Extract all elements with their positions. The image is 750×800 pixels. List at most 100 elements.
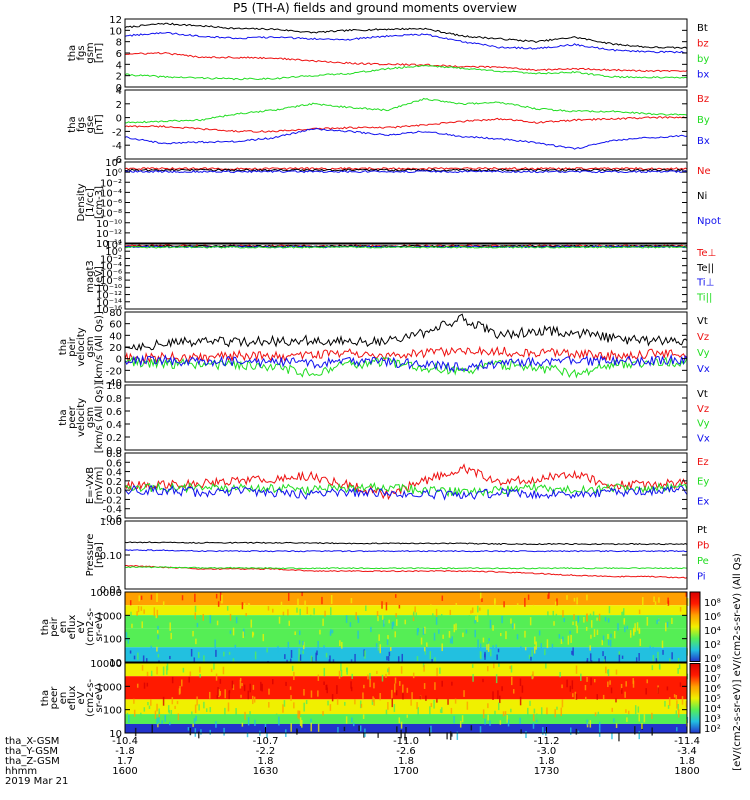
y-axis-label: E=-VxB	[85, 467, 96, 504]
x-tick-label: 1.8	[258, 756, 274, 767]
x-tick-label: 1.8	[679, 756, 695, 767]
y-axis-label: [cm-3]	[94, 186, 105, 219]
y-tick-label: 10⁻¹⁶	[96, 305, 122, 316]
series-line-1	[124, 97, 688, 124]
energy-band	[125, 676, 687, 700]
y-tick-label: 1.00	[100, 517, 122, 528]
series-line-0	[124, 116, 688, 133]
series-line-0	[124, 541, 688, 546]
y-tick-label: -4	[112, 141, 122, 152]
y-tick-label: 0.10	[100, 551, 122, 562]
series-line-2	[124, 484, 688, 501]
legend-entry: Bx	[697, 136, 710, 147]
y-axis-label: sr-eV)	[94, 612, 105, 641]
y-tick-label: 4	[116, 60, 122, 71]
energy-band	[125, 663, 687, 677]
colorbar-tick: 10²	[704, 724, 721, 735]
y-tick-label: 12	[109, 15, 122, 26]
legend-entry: Vt	[697, 389, 708, 400]
colorbar-tick: 10²	[704, 640, 721, 651]
spectrogram	[125, 663, 689, 742]
spectrogram	[125, 592, 689, 670]
y-axis-label: Pressure	[85, 534, 96, 577]
energy-band	[125, 699, 687, 715]
y-tick-label: 1.0	[106, 381, 122, 392]
y-tick-label: 0.4	[106, 420, 122, 431]
y-axis-label: tha	[58, 409, 69, 425]
x-tick-label: 1.8	[539, 756, 555, 767]
y-axis-label: en	[58, 621, 69, 634]
series-line-3	[124, 245, 688, 249]
y-tick-label: 2	[116, 100, 122, 111]
legend-entry: bx	[697, 70, 709, 81]
series-line-0	[124, 313, 688, 352]
series-line-0	[124, 166, 688, 171]
x-tick-label: 1.7	[117, 756, 133, 767]
x-tick-label: -3.0	[537, 746, 557, 757]
y-tick-label: 0.8	[106, 394, 122, 405]
x-tick-label: -11.2	[534, 736, 560, 747]
y-tick-label: -0.4	[102, 505, 122, 516]
y-tick-label: 4	[116, 86, 122, 97]
legend-entry: Vz	[697, 332, 709, 343]
y-axis-label: peer	[67, 405, 78, 429]
y-axis-label: [nPa]	[94, 542, 105, 568]
y-axis-label: [eV]	[94, 266, 105, 287]
legend-entry: Pe	[697, 556, 709, 567]
y-axis-label: [nT]	[94, 43, 105, 63]
colorbar-tick: 10³	[704, 714, 721, 725]
colorbar-tick: 10⁶	[704, 684, 721, 695]
panel-density: 10²10⁰10⁻²10⁻⁴10⁻⁶10⁻⁸10⁻¹⁰10⁻¹²10⁻¹⁴Den…	[76, 158, 721, 250]
energy-band	[125, 605, 687, 616]
y-tick-label: 0.2	[106, 477, 122, 488]
legend-entry: Pi	[697, 572, 706, 583]
y-tick-label: 0.2	[106, 433, 122, 444]
y-axis-label: Density	[76, 183, 87, 221]
y-tick-label: 0.4	[106, 468, 122, 479]
y-axis-label: (cm2-s-	[85, 679, 96, 717]
y-axis-label: fgs	[76, 45, 87, 60]
energy-band	[125, 714, 687, 724]
y-axis-label: gsm	[85, 42, 96, 63]
legend-entry: Vx	[697, 433, 710, 444]
x-tick-label: 1600	[112, 766, 137, 777]
x-row-label: tha_Z-GSM	[5, 756, 60, 767]
energy-band	[125, 615, 687, 629]
panel-peer-velocity: 1.0 0.8 0.6 0.4 0.2 0.0 thapeervelocitygsm[km/…	[58, 381, 710, 457]
y-tick-label: 10⁻¹⁴	[96, 298, 122, 309]
y-axis-label: tha	[58, 339, 69, 355]
y-tick-label: 0	[116, 355, 122, 366]
y-axis-label: tha	[67, 45, 78, 61]
y-axis-label: [nT]	[94, 114, 105, 134]
series-line-2	[124, 356, 688, 379]
legend-entry: Npot	[697, 216, 721, 227]
y-tick-label: 10⁻⁸	[100, 209, 122, 220]
y-tick-label: 10⁻¹⁰	[96, 219, 122, 230]
y-tick-label: 10⁻⁶	[100, 199, 122, 210]
colorbar-tick: 10⁴	[704, 626, 721, 637]
energy-band	[125, 647, 687, 662]
x-tick-label: 1800	[674, 766, 699, 777]
panel-efield: 0.80.60.40.20.0-0.2-0.4-0.6E=-VxB[mV/m]E…	[85, 449, 709, 525]
y-tick-label: 0.6	[106, 407, 122, 418]
y-tick-label: 0.8	[106, 449, 122, 460]
y-tick-label: 40	[109, 331, 122, 342]
series-line-1	[125, 564, 688, 579]
y-tick-label: -6	[112, 155, 122, 166]
y-tick-label: 10⁻¹²	[96, 291, 122, 302]
y-tick-label: 10	[109, 26, 122, 37]
x-axis: tha_X-GSM -10.4 -10.7 -11.0 -11.2 -11.4 tha_Y-…	[5, 727, 700, 787]
panel-temperature: 10²10⁰10⁻²10⁻⁴10⁻⁶10⁻⁸10⁻¹⁰10⁻¹²10⁻¹⁴10⁻…	[85, 240, 716, 316]
y-tick-label: 10000	[90, 659, 122, 670]
x-tick-label: -3.4	[677, 746, 697, 757]
legend-entry: Pt	[697, 525, 707, 536]
y-tick-label: 10000	[90, 588, 122, 599]
y-tick-label: 10⁻¹⁰	[96, 283, 122, 294]
y-tick-label: 2	[116, 72, 122, 83]
y-axis-label: tha	[40, 619, 51, 635]
series-line-2	[124, 170, 688, 174]
